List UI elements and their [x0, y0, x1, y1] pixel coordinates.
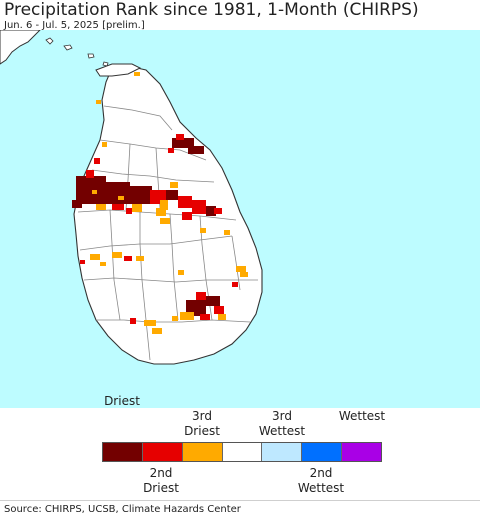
legend-swatch-3rd-wettest: [262, 443, 303, 461]
rank-pixel-2nd-driest: [214, 208, 222, 214]
rank-pixel-driest: [128, 186, 152, 204]
legend-label-wettest: Wettest: [338, 409, 386, 423]
rank-pixel-3rd-driest: [96, 204, 106, 210]
rank-pixel-3rd-driest: [160, 200, 168, 210]
rank-pixel-3rd-driest: [144, 320, 156, 326]
sri-lanka-outline: [73, 65, 263, 365]
rank-pixel-3rd-driest: [180, 312, 194, 320]
legend-swatch-driest: [103, 443, 143, 461]
legend-label-2nd-wettest: 2nd Wettest: [297, 466, 345, 495]
rank-pixel-2nd-driest: [168, 148, 174, 153]
rank-pixel-driest: [204, 296, 220, 306]
rank-pixel-driest: [172, 138, 194, 148]
rank-pixel-driest: [166, 190, 178, 200]
rank-pixel-2nd-driest: [214, 306, 224, 314]
rank-pixel-2nd-driest: [200, 314, 210, 320]
rank-pixel-3rd-driest: [236, 266, 246, 272]
rank-pixel-driest: [76, 176, 106, 204]
rank-pixel-2nd-driest: [182, 212, 192, 220]
legend-label-driest: Driest: [104, 394, 140, 408]
rank-pixel-3rd-driest: [102, 142, 107, 147]
legend-swatch-2nd-driest: [142, 443, 183, 461]
legend-color-bar: [102, 442, 382, 462]
rank-pixel-3rd-driest: [152, 328, 162, 334]
source-footer: Source: CHIRPS, UCSB, Climate Hazards Ce…: [0, 500, 480, 519]
rank-pixel-3rd-driest: [218, 314, 226, 320]
rank-pixel-3rd-driest: [170, 182, 178, 188]
legend-swatch-2nd-wettest: [302, 443, 343, 461]
rank-pixel-3rd-driest: [136, 256, 144, 261]
island-1: [45, 37, 54, 45]
rank-pixel-driest: [104, 182, 130, 204]
island-2: [63, 44, 73, 51]
rank-pixel-3rd-driest: [118, 196, 124, 200]
rank-pixel-2nd-driest: [196, 292, 206, 300]
rank-pixel-3rd-driest: [96, 100, 101, 104]
map-panel: [0, 30, 480, 408]
rank-pixel-2nd-driest: [232, 282, 238, 287]
rank-pixel-2nd-driest: [178, 196, 192, 208]
map-subtitle: Jun. 6 - Jul. 5, 2025 [prelim.]: [4, 20, 145, 31]
rank-pixel-2nd-driest: [130, 318, 136, 324]
legend-swatch-3rd-driest: [182, 443, 223, 461]
rank-pixel-3rd-driest: [200, 228, 206, 233]
rank-pixel-3rd-driest: [178, 270, 184, 275]
rank-pixel-driest: [206, 206, 216, 216]
rank-pixel-3rd-driest: [132, 204, 142, 212]
sri-lanka-map: [0, 30, 263, 365]
rank-pixel-2nd-driest: [94, 158, 100, 164]
rank-pixel-3rd-driest: [100, 262, 106, 266]
jaffna-peninsula: [95, 63, 142, 77]
legend-label-3rd-wettest: 3rd Wettest: [258, 409, 306, 438]
rank-pixel-driest: [72, 200, 82, 208]
rank-pixel-3rd-driest: [90, 254, 100, 260]
rank-pixel-driest: [188, 146, 204, 154]
rank-pixel-2nd-driest: [176, 134, 184, 140]
rank-pixel-2nd-driest: [124, 256, 132, 261]
india-coast: [0, 30, 41, 65]
rank-pixel-3rd-driest: [160, 218, 170, 224]
rank-pixel-2nd-driest: [126, 208, 132, 214]
rank-pixel-layer: [72, 72, 248, 334]
legend-swatch-wettest: [342, 443, 382, 461]
rank-pixel-3rd-driest: [156, 208, 166, 216]
legend-label-2nd-driest: 2nd Driest: [143, 466, 179, 495]
rank-pixel-3rd-driest: [112, 252, 122, 258]
rank-pixel-3rd-driest: [240, 272, 248, 277]
legend-swatch-normal: [222, 443, 263, 461]
map-title: Precipitation Rank since 1981, 1-Month (…: [4, 0, 419, 20]
rank-pixel-3rd-driest: [172, 316, 178, 321]
legend-label-3rd-driest: 3rd Driest: [184, 409, 220, 438]
rank-pixel-3rd-driest: [134, 72, 140, 76]
rank-pixel-3rd-driest: [224, 230, 230, 235]
island-3: [87, 53, 95, 59]
rank-pixel-2nd-driest: [86, 170, 94, 178]
rank-pixel-2nd-driest: [80, 260, 85, 264]
rank-pixel-2nd-driest: [192, 200, 206, 214]
rank-pixel-3rd-driest: [92, 190, 97, 194]
rank-pixel-2nd-driest: [112, 204, 124, 210]
